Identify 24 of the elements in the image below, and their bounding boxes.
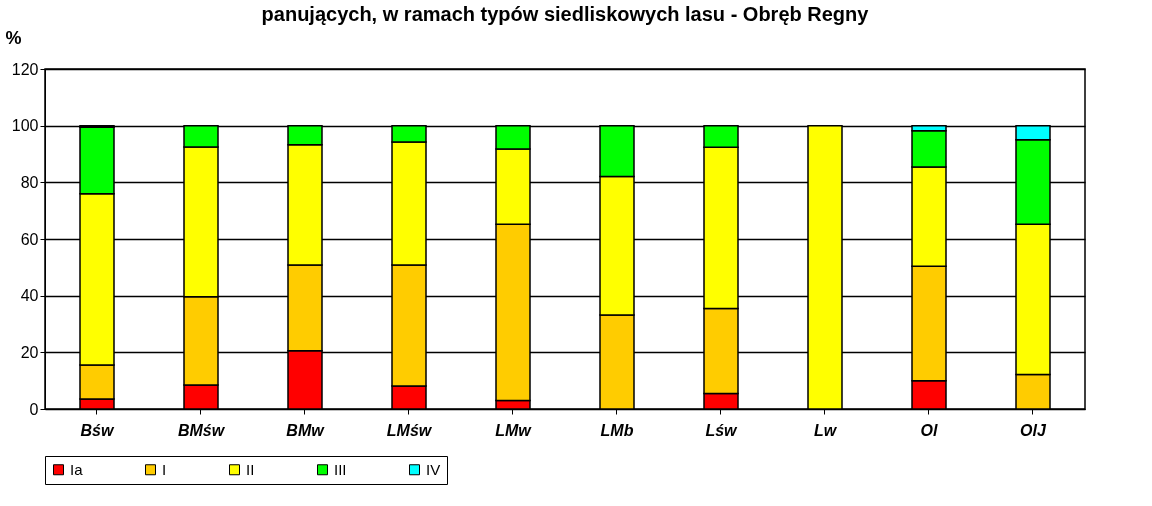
y-tick-label: 120 xyxy=(11,60,39,78)
legend-label: III xyxy=(334,460,347,478)
x-tick-label: LMw xyxy=(495,421,533,439)
legend-label: Ia xyxy=(70,460,84,478)
x-tick-label: LMb xyxy=(600,421,634,439)
legend-label: II xyxy=(246,460,255,478)
y-tick-label: 100 xyxy=(11,117,39,135)
x-tick-label: BMśw xyxy=(177,421,226,439)
x-tick-label: Lw xyxy=(813,421,838,439)
legend-label: I xyxy=(162,460,167,478)
y-tick-label: 20 xyxy=(20,343,39,361)
y-tick-label: 60 xyxy=(20,230,39,248)
y-tick-label: 80 xyxy=(20,173,39,191)
x-tick-label: Lśw xyxy=(705,421,739,439)
x-tick-label: LMśw xyxy=(386,421,433,439)
x-tick-label: OlJ xyxy=(1020,421,1047,439)
x-tick-label: Ol xyxy=(920,421,938,439)
y-tick-label: 40 xyxy=(20,287,39,305)
y-tick-label: 0 xyxy=(29,400,39,418)
x-tick-label: BMw xyxy=(286,421,326,439)
x-tick-label: Bśw xyxy=(80,421,115,439)
y-axis-title: % xyxy=(5,27,22,48)
legend-label: IV xyxy=(426,460,441,478)
chart-title: panujących, w ramach typów siedliskowych lasu - Obręb Regny xyxy=(261,3,870,25)
